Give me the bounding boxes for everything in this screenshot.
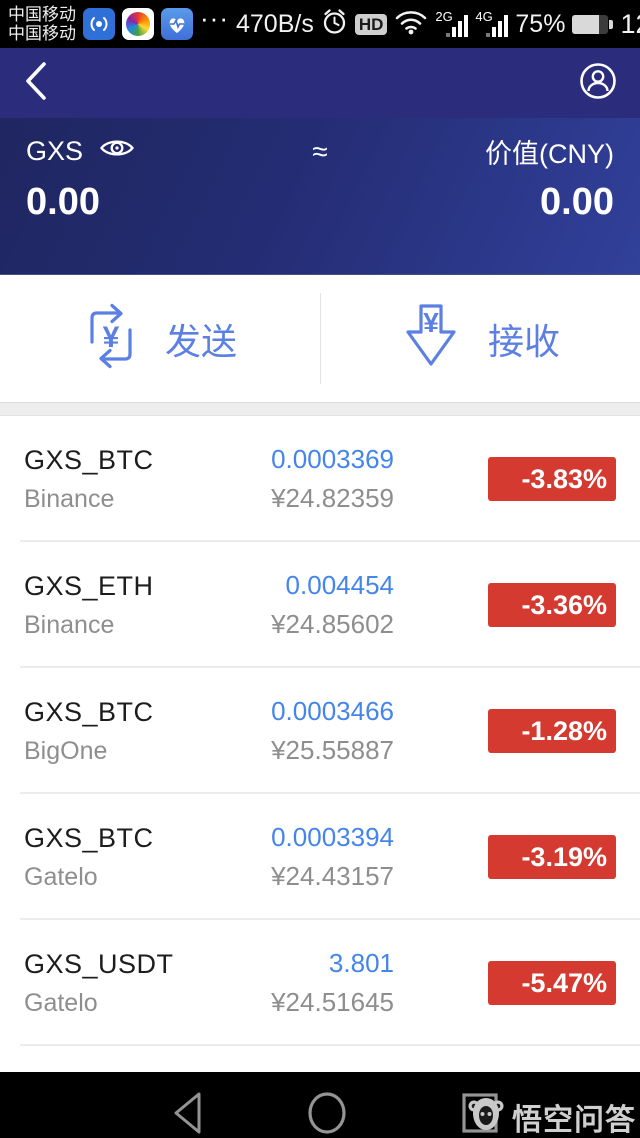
exchange-name: BigOne xyxy=(24,736,108,765)
alarm-icon xyxy=(321,7,348,41)
eye-icon[interactable] xyxy=(99,135,135,168)
pair-price: 0.0003466 xyxy=(271,696,394,726)
watermark: 悟空问答 xyxy=(466,1094,636,1138)
change-badge: -1.28% xyxy=(488,709,616,753)
change-badge: -3.36% xyxy=(488,583,616,627)
value-label: 价值(CNY) xyxy=(485,139,614,169)
asset-amount: 0.00 xyxy=(26,181,100,223)
receive-button[interactable]: ¥ 接收 xyxy=(320,302,640,375)
network-speed: 470B/s xyxy=(235,9,314,38)
market-list: GXS_BTC Binance 0.0003369 ¥24.82359 -3.8… xyxy=(0,416,640,1046)
market-row[interactable]: GXS_BTC Gatelo 0.0003394 ¥24.43157 -3.19… xyxy=(0,794,640,920)
android-nav-bar: 悟空问答 xyxy=(0,1072,640,1138)
balance-panel: GXS ≈ 价值(CNY) 0.00 0.00 xyxy=(0,118,640,275)
signal-2g-icon: 2G xyxy=(435,9,469,40)
send-icon: ¥ xyxy=(83,300,139,377)
pair-name: GXS_BTC xyxy=(24,822,154,853)
profile-button[interactable] xyxy=(578,61,618,106)
value-amount: 0.00 xyxy=(540,181,614,223)
android-home-icon[interactable] xyxy=(305,1091,349,1138)
action-divider xyxy=(320,293,321,384)
change-badge: -3.83% xyxy=(488,457,616,501)
exchange-name: Gatelo xyxy=(24,862,98,891)
hd-volte-icon: HD xyxy=(354,13,388,35)
pair-name: GXS_USDT xyxy=(24,948,174,979)
photos-notification-icon xyxy=(122,8,154,40)
carrier-name: 中国移动 中国移动 xyxy=(8,5,76,43)
wifi-icon xyxy=(394,8,428,40)
pair-price-cny: ¥25.55887 xyxy=(271,735,394,765)
exchange-name: Binance xyxy=(24,484,115,513)
market-row[interactable]: GXS_ETH Binance 0.004454 ¥24.85602 -3.36… xyxy=(0,542,640,668)
pair-price: 0.0003394 xyxy=(271,822,394,852)
receive-label: 接收 xyxy=(487,320,560,362)
pair-price-cny: ¥24.85602 xyxy=(271,609,394,639)
market-row[interactable]: GXS_USDT Gatelo 3.801 ¥24.51645 -5.47% xyxy=(0,920,640,1046)
pair-price: 0.0003369 xyxy=(271,444,394,474)
clock-time: 12:08 xyxy=(620,8,640,39)
svg-text:¥: ¥ xyxy=(103,321,120,354)
pair-price: 3.801 xyxy=(328,948,394,978)
pair-price: 0.004454 xyxy=(285,570,394,600)
asset-symbol: GXS xyxy=(26,136,84,166)
market-row[interactable]: GXS_BTC BigOne 0.0003466 ¥25.55887 -1.28… xyxy=(0,668,640,794)
more-notifications-icon: ··· xyxy=(200,3,229,33)
pair-name: GXS_ETH xyxy=(24,570,154,601)
send-label: 发送 xyxy=(164,320,237,362)
exchange-name: Binance xyxy=(24,610,115,639)
pair-name: GXS_BTC xyxy=(24,444,154,475)
change-badge: -5.47% xyxy=(488,961,616,1005)
market-row[interactable]: GXS_BTC Binance 0.0003369 ¥24.82359 -3.8… xyxy=(0,416,640,542)
pair-name: GXS_BTC xyxy=(24,696,154,727)
app-header xyxy=(0,48,640,118)
list-filler xyxy=(0,1046,640,1072)
battery-percent: 75% xyxy=(515,9,566,38)
pair-price-cny: ¥24.43157 xyxy=(271,861,394,891)
pair-price-cny: ¥24.51645 xyxy=(271,987,394,1017)
signal-4g-icon: 4G xyxy=(475,9,509,40)
status-bar: 中国移动 中国移动 ··· 470B/s HD xyxy=(0,0,640,48)
back-button[interactable] xyxy=(22,60,50,107)
approx-symbol: ≈ xyxy=(312,135,328,167)
section-separator xyxy=(0,402,640,416)
receive-icon: ¥ xyxy=(400,302,462,375)
android-back-icon[interactable] xyxy=(172,1091,204,1138)
wukong-logo-icon xyxy=(466,1094,506,1138)
battery-icon xyxy=(572,14,614,34)
svg-text:¥: ¥ xyxy=(423,307,439,338)
watermark-text: 悟空问答 xyxy=(512,1103,636,1137)
hotspot-notification-icon xyxy=(83,8,115,40)
send-button[interactable]: ¥ 发送 xyxy=(0,300,320,377)
action-bar: ¥ 发送 ¥ 接收 xyxy=(0,275,640,402)
pair-price-cny: ¥24.82359 xyxy=(271,483,394,513)
health-notification-icon xyxy=(161,8,193,40)
exchange-name: Gatelo xyxy=(24,988,98,1017)
change-badge: -3.19% xyxy=(488,835,616,879)
